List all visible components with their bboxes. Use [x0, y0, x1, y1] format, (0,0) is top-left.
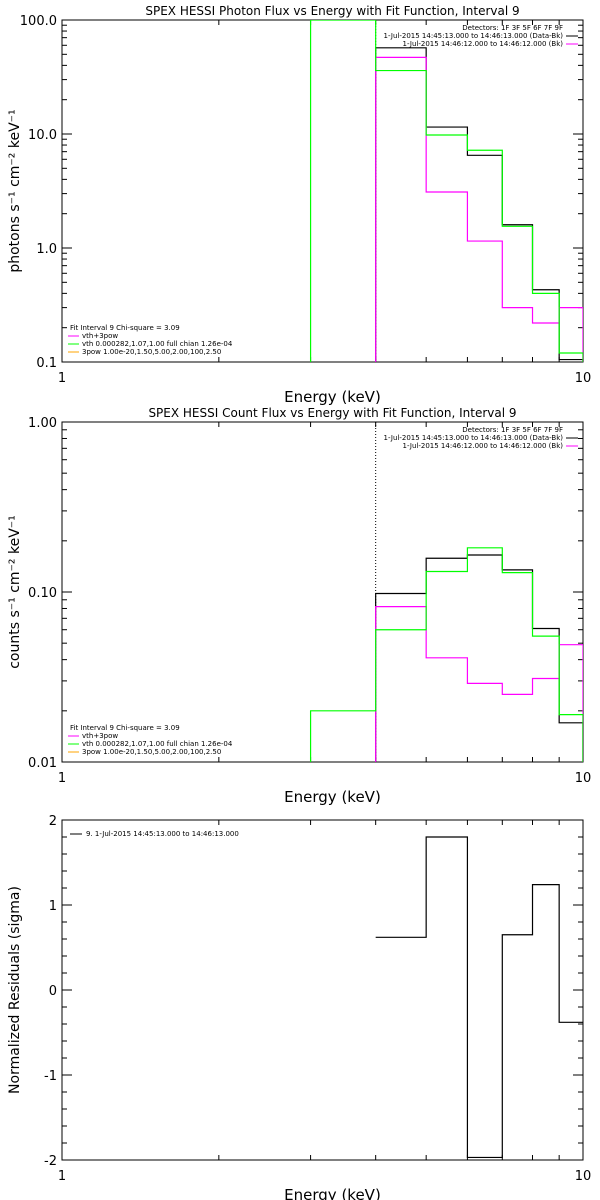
y-tick-label: 2 [49, 814, 57, 829]
y-axis-label: counts s⁻¹ cm⁻² keV⁻¹ [7, 515, 23, 669]
series-0-step-line [375, 47, 583, 362]
series-0-step-line [375, 836, 583, 1159]
legend-bottomleft-entry: vth 0.000282,1.07,1.00 full chian 1.26e-… [82, 740, 233, 748]
y-axis-label: photons s⁻¹ cm⁻² keV⁻¹ [7, 109, 23, 272]
legend-topright-entry: 1-Jul-2015 14:45:13.000 to 14:46:13.000 … [384, 434, 564, 442]
x-tick-label: 1 [58, 1169, 66, 1184]
x-tick-label: 1 [58, 371, 66, 386]
legend-bottomleft-entry: vth+3pow [82, 332, 118, 340]
x-axis-label: Energy (keV) [284, 1186, 381, 1200]
legend-topright-entry: 1-Jul-2015 14:46:12.000 to 14:46:12.000 … [403, 40, 564, 48]
legend-bottomleft-entry: 3pow 1.00e-20,1.50,5.00,2.00,100,2.50 [82, 348, 221, 356]
y-axis-label: Normalized Residuals (sigma) [7, 886, 23, 1094]
photon-flux-panel: 1 10 0.1 1.0 10.0 100.0 SPEX HESSI Photon Flux… [7, 4, 591, 406]
y-tick-label: 10.0 [28, 128, 57, 143]
legend-bottomleft-entry: 3pow 1.00e-20,1.50,5.00,2.00,100,2.50 [82, 748, 221, 756]
y-tick-label: 100.0 [20, 14, 57, 29]
series-1-step-line [375, 56, 583, 362]
legend-topright-entry: 1-Jul-2015 14:45:13.000 to 14:46:13.000 … [384, 32, 564, 40]
plot-frame [61, 19, 584, 363]
series-0-step-line [375, 554, 583, 762]
y-tick-label: 0 [49, 984, 57, 999]
y-tick-label: 1.0 [36, 242, 57, 257]
legend-topleft-entry: 9. 1-Jul-2015 14:45:13.000 to 14:46:13.0… [86, 830, 239, 838]
count-flux-panel: 1 10 0.01 0.10 1.00 SPEX HESSI Count Flux vs … [7, 406, 591, 806]
legend-bottomleft-entry: Fit Interval 9 Chi-square = 3.09 [70, 724, 180, 732]
x-tick-label: 10 [575, 771, 592, 786]
y-tick-label: 1 [49, 899, 57, 914]
chart-title: SPEX HESSI Photon Flux vs Energy with Fi… [145, 4, 519, 18]
y-tick-label: -2 [44, 1154, 57, 1169]
y-tick-label: 0.10 [28, 586, 57, 601]
series-2-step-line [309, 20, 583, 362]
x-tick-label: 1 [58, 771, 66, 786]
legend-topright-entry: Detectors: 1F 3F 5F 6F 7F 9F [462, 426, 563, 434]
x-tick-label: 10 [575, 371, 592, 386]
series-2-step-line [309, 547, 583, 762]
legend-bottomleft-entry: vth 0.000282,1.07,1.00 full chian 1.26e-… [82, 340, 233, 348]
series-1-step-line [375, 606, 583, 762]
x-tick-label: 10 [575, 1169, 592, 1184]
x-axis-label: Energy (keV) [284, 788, 381, 806]
chart-title: SPEX HESSI Count Flux vs Energy with Fit… [148, 406, 516, 420]
x-axis-label: Energy (keV) [284, 388, 381, 406]
y-tick-label: 1.00 [28, 416, 57, 431]
legend-topright-entry: 1-Jul-2015 14:46:12.000 to 14:46:12.000 … [403, 442, 564, 450]
legend-bottomleft-entry: Fit Interval 9 Chi-square = 3.09 [70, 324, 180, 332]
residuals-panel: 1 10 -2 -1 0 1 2 Energy (keV) Normalized Residua… [7, 814, 591, 1200]
y-tick-label: 0.01 [28, 756, 57, 771]
legend-bottomleft-entry: vth+3pow [82, 732, 118, 740]
y-tick-label: -1 [44, 1069, 57, 1084]
plot-frame [61, 819, 584, 1161]
y-tick-label: 0.1 [36, 356, 57, 371]
legend-topright-entry: Detectors: 1F 3F 5F 6F 7F 9F [462, 24, 563, 32]
